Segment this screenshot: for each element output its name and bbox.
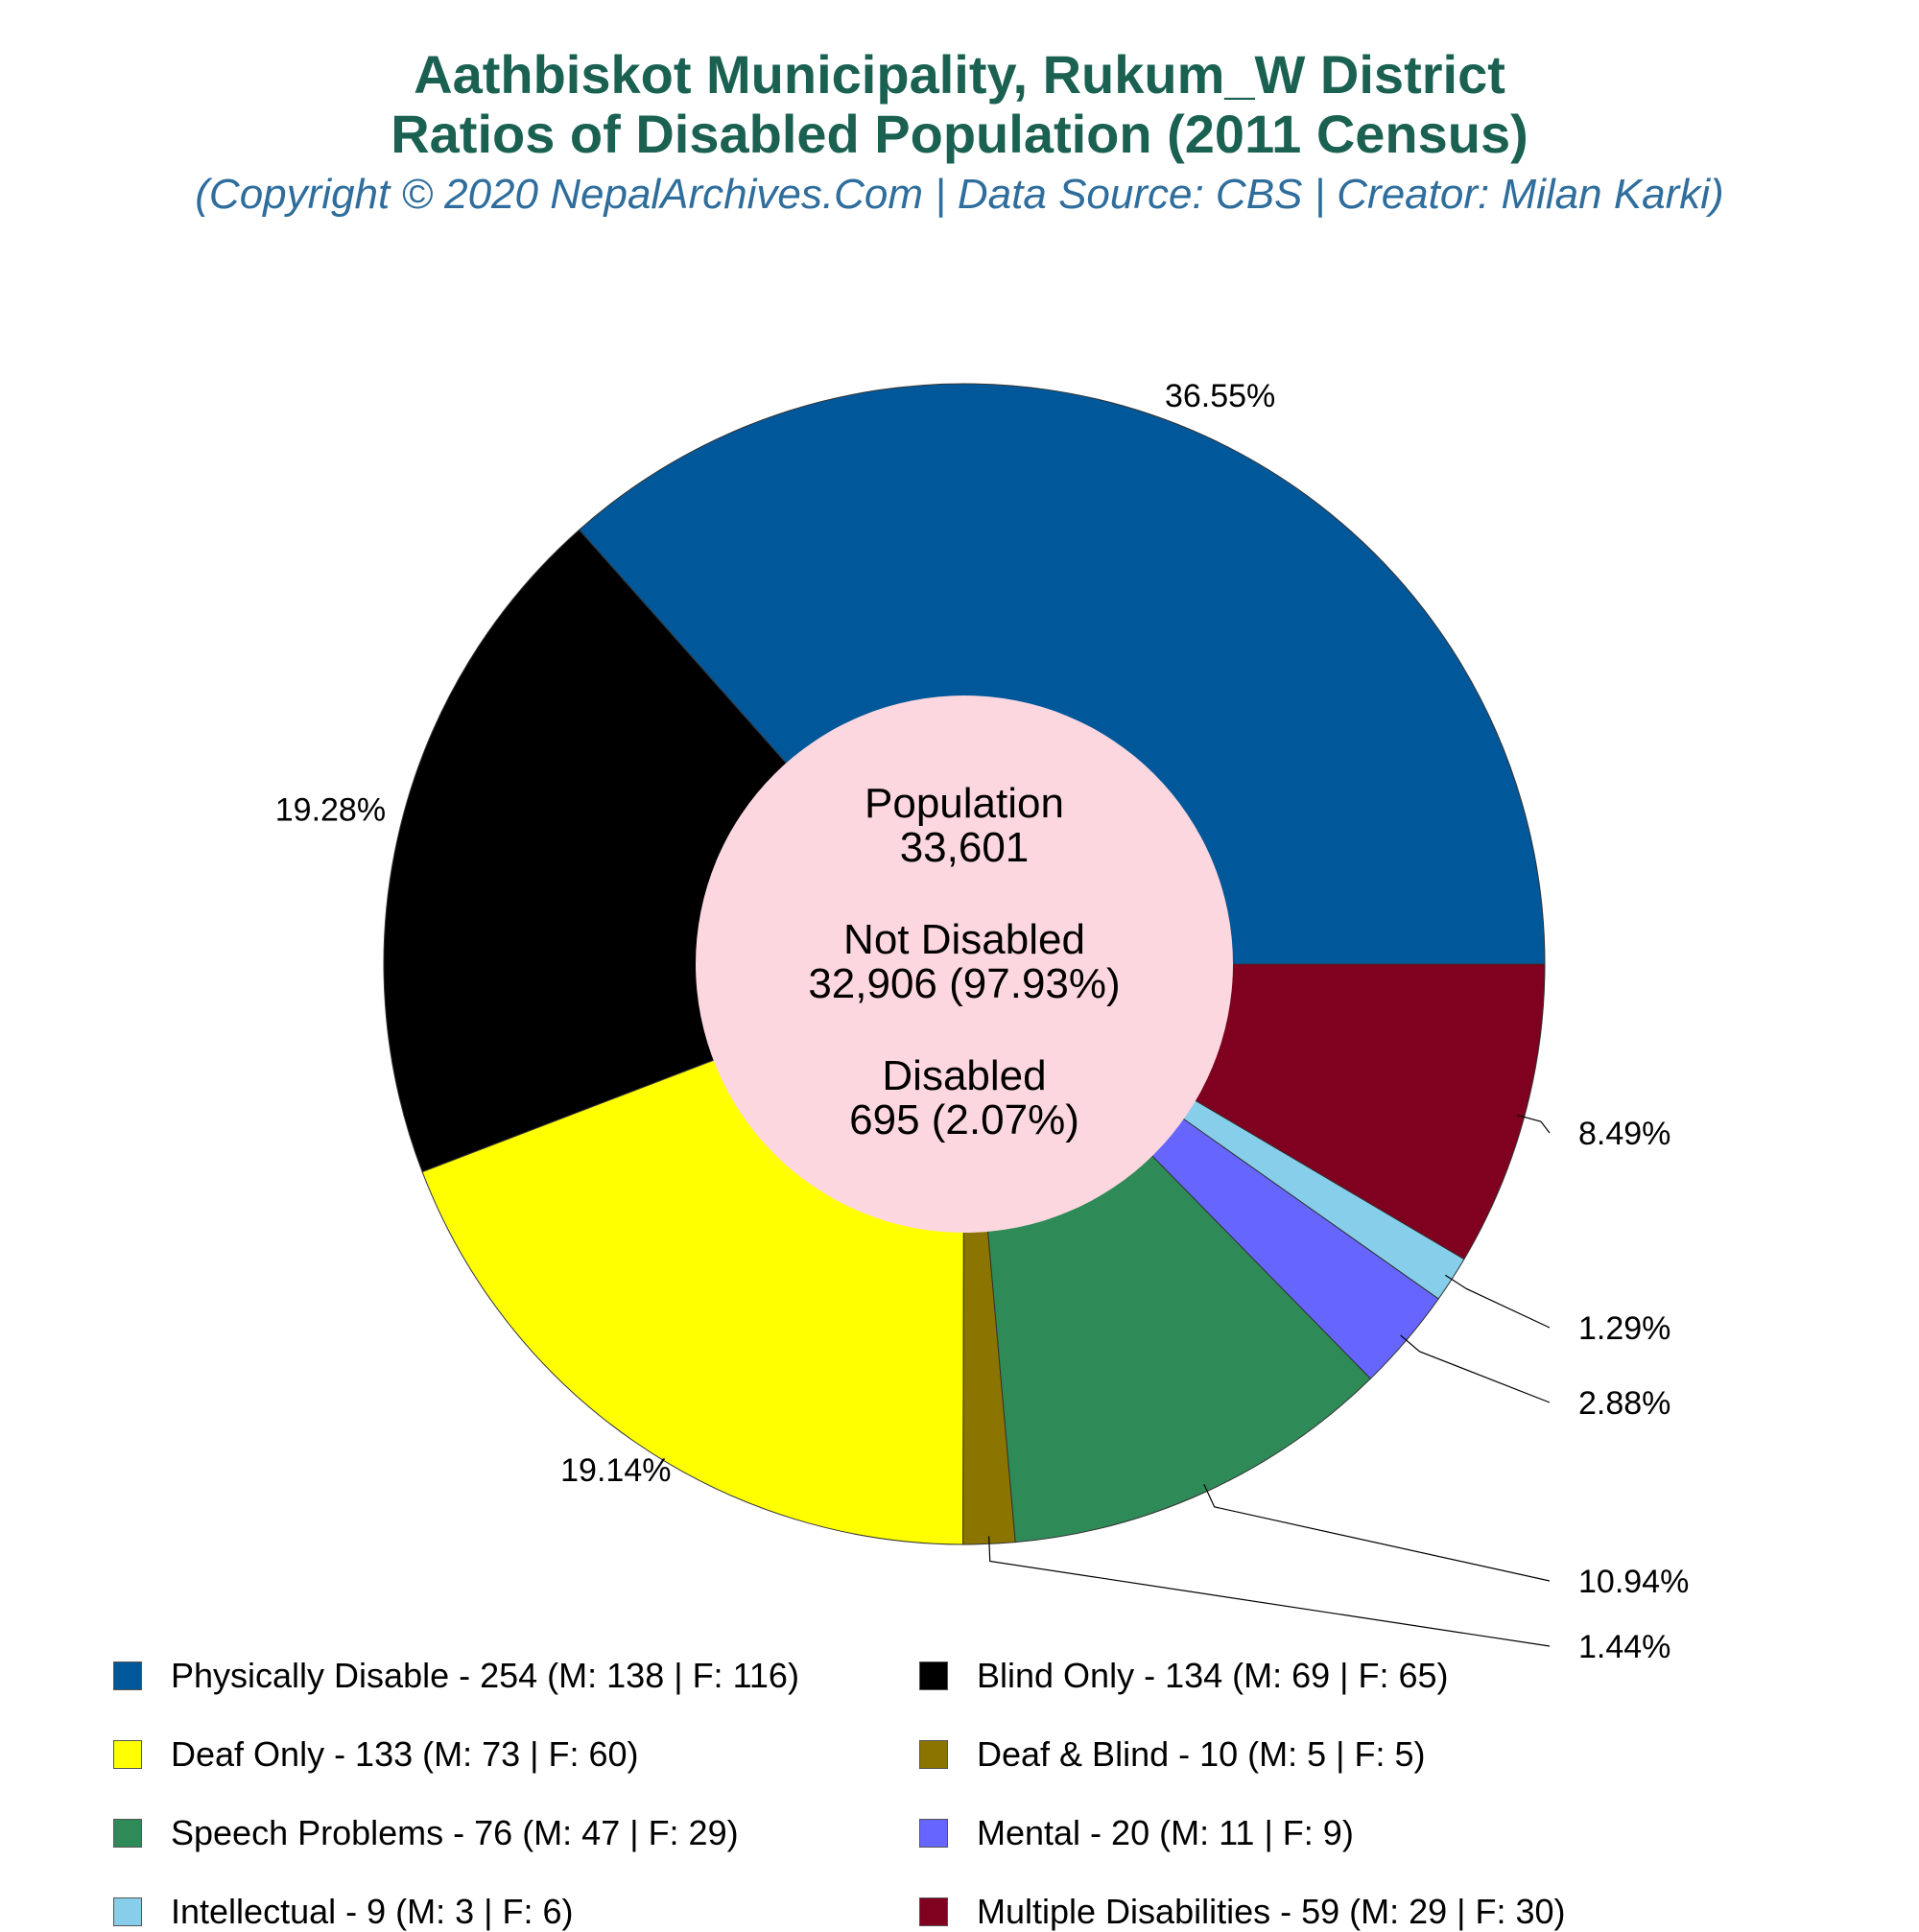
legend-swatch bbox=[113, 1897, 142, 1926]
legend-item-intellectual: Intellectual - 9 (M: 3 | F: 6) bbox=[113, 1892, 573, 1932]
legend-label: Multiple Disabilities - 59 (M: 29 | F: 3… bbox=[977, 1892, 1566, 1931]
leader-line-intellectual bbox=[1444, 1274, 1551, 1329]
center-population-value: 33,601 bbox=[900, 824, 1030, 871]
legend-label: Physically Disable - 254 (M: 138 | F: 11… bbox=[171, 1656, 799, 1695]
center-not-disabled-label: Not Disabled bbox=[843, 916, 1085, 963]
legend-swatch bbox=[919, 1661, 948, 1690]
center-circle bbox=[696, 695, 1233, 1233]
legend-label: Deaf & Blind - 10 (M: 5 | F: 5) bbox=[977, 1734, 1426, 1774]
legend-item-blind-only: Blind Only - 134 (M: 69 | F: 65) bbox=[919, 1656, 1449, 1696]
chart-title-line-1: Aathbiskot Municipality, Rukum_W Distric… bbox=[414, 44, 1505, 105]
legend-label: Intellectual - 9 (M: 3 | F: 6) bbox=[171, 1892, 574, 1931]
legend-swatch bbox=[919, 1740, 948, 1769]
percent-label-speech-problems: 10.94% bbox=[1578, 1564, 1689, 1600]
legend-swatch bbox=[113, 1661, 142, 1690]
chart-subtitle: (Copyright © 2020 NepalArchives.Com | Da… bbox=[195, 171, 1724, 218]
legend-swatch bbox=[113, 1740, 142, 1769]
center-disabled-value: 695 (2.07%) bbox=[849, 1096, 1079, 1143]
percent-label-physically-disable: 36.55% bbox=[1165, 378, 1275, 414]
legend-item-deaf-and-blind: Deaf & Blind - 10 (M: 5 | F: 5) bbox=[919, 1734, 1426, 1775]
percent-labels-layer: 36.55% 19.28% 19.14% 1.44% 10.94% 2.88% 1.29% 8… bbox=[275, 378, 1690, 1665]
legend-label: Blind Only - 134 (M: 69 | F: 65) bbox=[977, 1656, 1449, 1695]
legend-item-physically-disable: Physically Disable - 254 (M: 138 | F: 11… bbox=[113, 1656, 799, 1696]
leader-line-speech-problems bbox=[1203, 1483, 1551, 1582]
pie-slice-physically-disable bbox=[578, 383, 1546, 965]
legend-item-deaf-only: Deaf Only - 133 (M: 73 | F: 60) bbox=[113, 1734, 639, 1775]
chart-title-line-2: Ratios of Disabled Population (2011 Cens… bbox=[391, 104, 1528, 164]
legend-item-speech-problems: Speech Problems - 76 (M: 47 | F: 29) bbox=[113, 1813, 739, 1853]
leader-line-deaf-and-blind bbox=[988, 1536, 1551, 1647]
legend-label: Deaf Only - 133 (M: 73 | F: 60) bbox=[171, 1734, 639, 1774]
legend-swatch bbox=[919, 1819, 948, 1848]
percent-label-mental: 2.88% bbox=[1578, 1385, 1670, 1422]
percent-label-deaf-and-blind: 1.44% bbox=[1578, 1629, 1670, 1665]
center-disabled-label: Disabled bbox=[882, 1052, 1046, 1099]
legend-swatch bbox=[113, 1819, 142, 1848]
legend-label: Mental - 20 (M: 11 | F: 9) bbox=[977, 1813, 1354, 1852]
leader-line-mental bbox=[1400, 1334, 1551, 1403]
legend-label: Speech Problems - 76 (M: 47 | F: 29) bbox=[171, 1813, 739, 1852]
leader-lines-layer bbox=[988, 1114, 1551, 1647]
center-not-disabled-value: 32,906 (97.93%) bbox=[808, 960, 1120, 1007]
chart-legend: Physically Disable - 254 (M: 138 | F: 11… bbox=[0, 1656, 1919, 1931]
percent-label-intellectual: 1.29% bbox=[1578, 1310, 1670, 1347]
legend-item-multiple-disabilities: Multiple Disabilities - 59 (M: 29 | F: 3… bbox=[919, 1892, 1566, 1932]
leader-line-multiple-disabilities bbox=[1516, 1114, 1551, 1134]
center-population-label: Population bbox=[865, 780, 1064, 827]
percent-label-deaf-only: 19.14% bbox=[560, 1452, 671, 1489]
percent-label-multiple-disabilities: 8.49% bbox=[1578, 1116, 1670, 1152]
legend-swatch bbox=[919, 1897, 948, 1926]
legend-item-mental: Mental - 20 (M: 11 | F: 9) bbox=[919, 1813, 1354, 1853]
percent-label-blind-only: 19.28% bbox=[275, 792, 386, 829]
